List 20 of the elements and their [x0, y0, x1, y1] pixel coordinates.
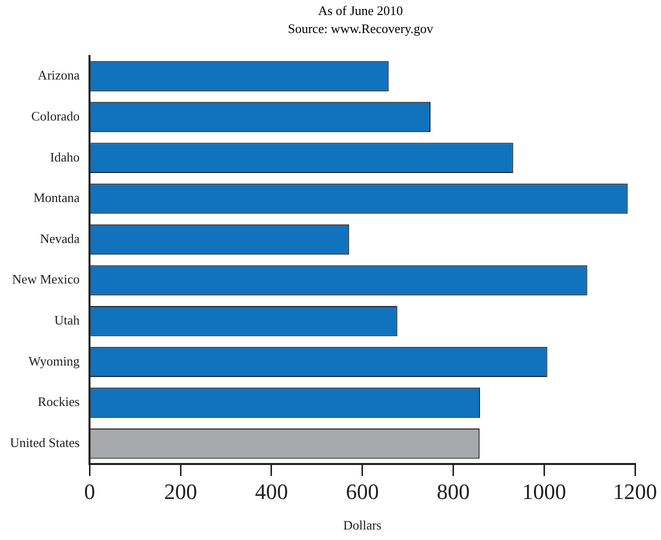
y-tick-label: Wyoming: [28, 353, 80, 368]
x-tick-label: 400: [254, 478, 288, 504]
x-tick-label: 0: [84, 478, 96, 504]
y-tick-label: Idaho: [50, 149, 80, 164]
chart-subtitle: As of June 2010: [317, 2, 404, 20]
x-axis-title: Dollars: [343, 518, 382, 533]
x-tick-label: 1000: [522, 478, 566, 504]
y-tick-label: New Mexico: [12, 272, 80, 287]
x-tick-label: 800: [436, 478, 470, 504]
y-tick-label: Colorado: [31, 108, 80, 124]
y-tick-label: Utah: [54, 312, 80, 328]
y-tick-label: Nevada: [40, 230, 80, 246]
x-tick-label: 200: [164, 478, 198, 504]
y-tick-label: Arizona: [38, 68, 80, 83]
y-tick-label: Rockies: [38, 394, 80, 410]
x-tick-label: 1200: [613, 478, 657, 504]
y-tick-label: United States: [10, 435, 80, 450]
y-tick-label: Montana: [33, 190, 80, 206]
source-note: Source: www.Recovery.gov: [286, 20, 434, 38]
x-tick-label: 600: [346, 478, 379, 504]
